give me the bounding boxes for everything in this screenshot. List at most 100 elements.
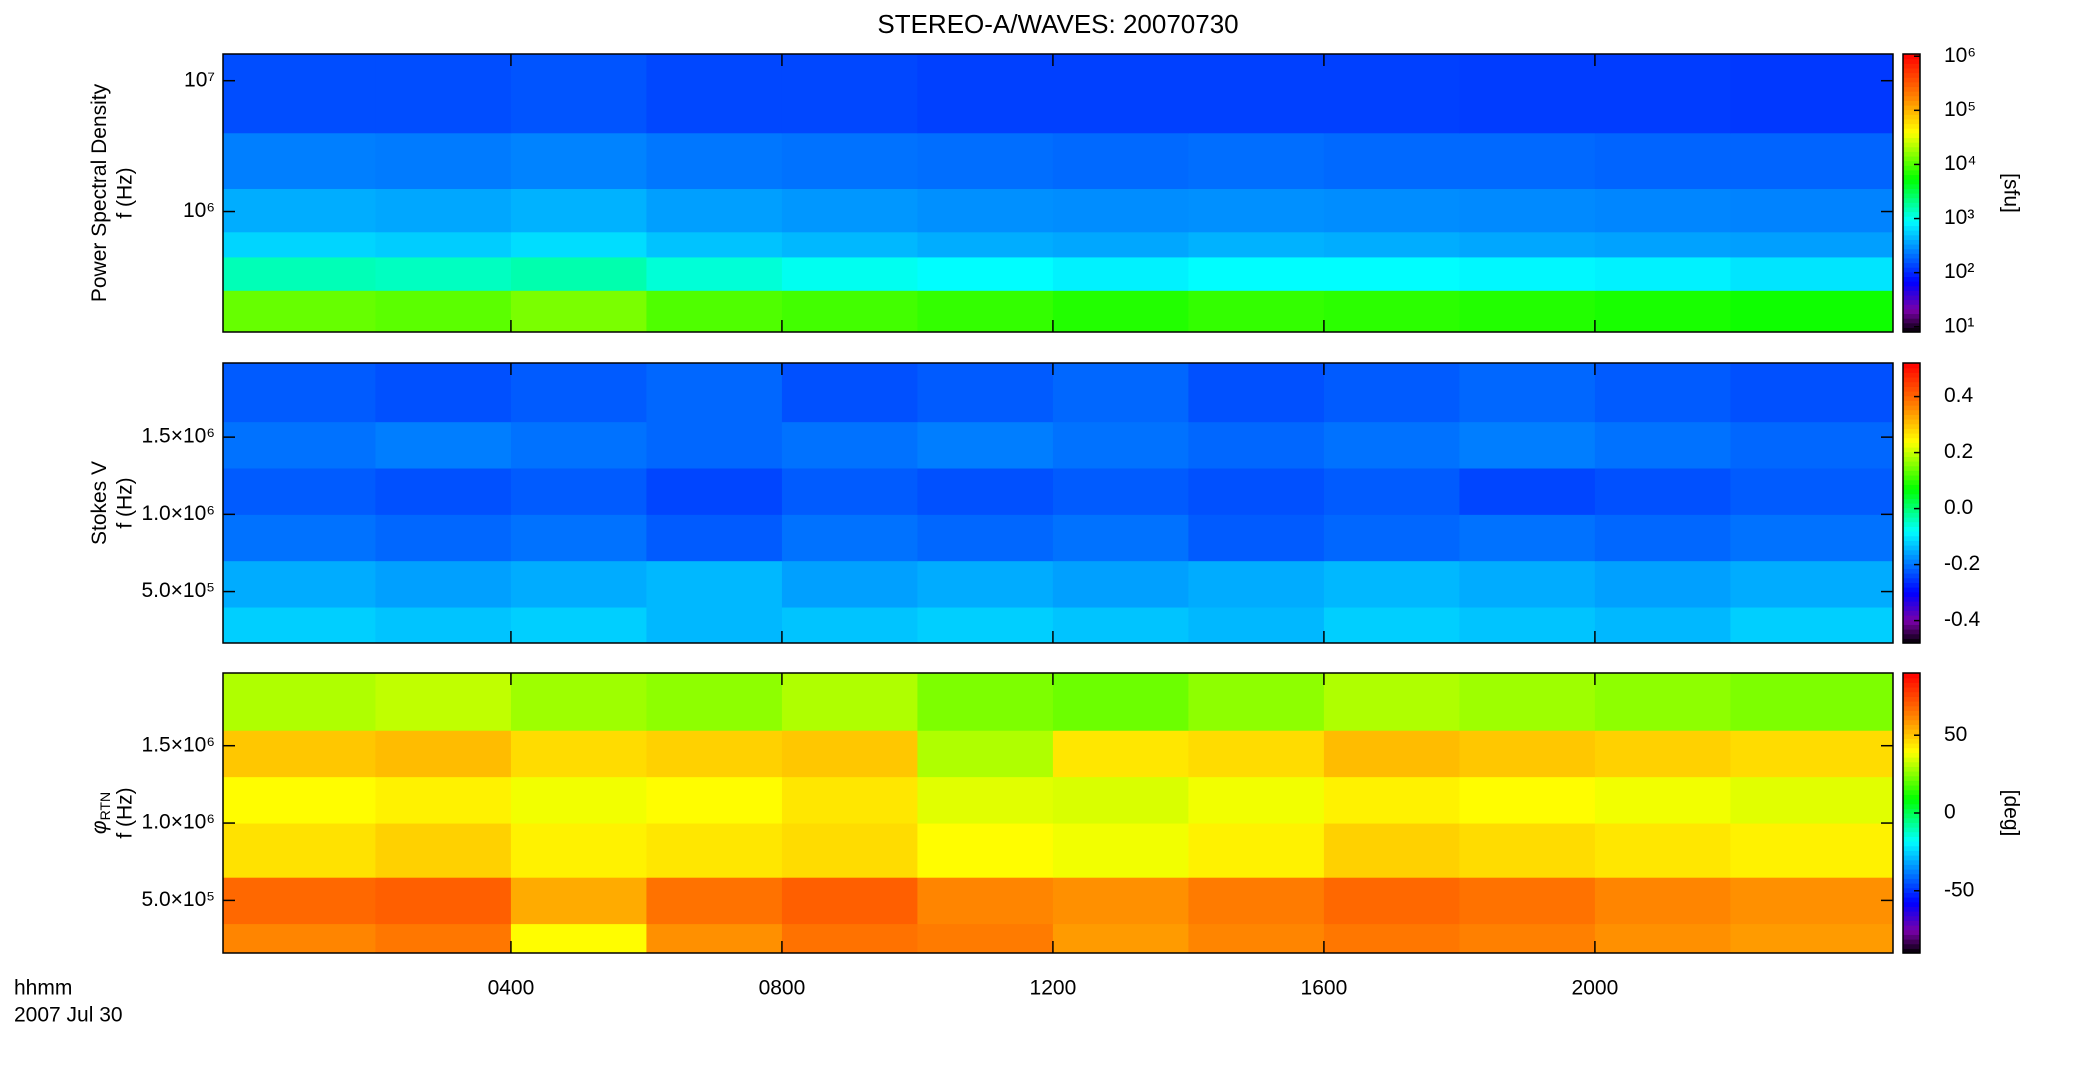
heatmap-cell (510, 290, 647, 333)
heatmap-cell (1052, 468, 1189, 515)
colorbar-segment (1903, 615, 1920, 621)
heatmap-cell (1323, 188, 1460, 233)
colorbar-segment (1903, 545, 1920, 551)
heatmap-cell (1594, 256, 1731, 291)
heatmap-cell (646, 877, 783, 925)
colorbar-segment (1903, 799, 1920, 805)
x-tick-label: 1600 (1301, 977, 1348, 1000)
colorbar-segment (1903, 67, 1920, 74)
y-tick-label: 1.0×10⁶ (142, 811, 215, 834)
colorbar-segment (1903, 808, 1920, 814)
colorbar-segment (1903, 465, 1920, 471)
colorbar-label: [sfu] (1999, 173, 2022, 213)
heatmap-cell (646, 54, 783, 134)
heatmap-cell (1730, 256, 1894, 291)
colorbar-tick-label: 0 (1944, 801, 1956, 824)
colorbar-segment (1903, 878, 1920, 884)
heatmap-cell (510, 54, 647, 134)
colorbar-tick-label: 10⁶ (1944, 44, 1976, 67)
colorbar-segment (1903, 276, 1920, 282)
heatmap-cell (375, 560, 512, 608)
colorbar-segment (1903, 318, 1920, 324)
heatmap-cell (1052, 514, 1189, 562)
heatmap-cell (510, 776, 647, 824)
colorbar-segment (1903, 470, 1920, 476)
heatmap-cell (1323, 363, 1460, 423)
colorbar-segment (1903, 729, 1920, 735)
heatmap-cell (1052, 823, 1189, 878)
colorbar-segment (1903, 216, 1920, 222)
heatmap-cell (646, 730, 783, 778)
heatmap-cell (375, 363, 512, 423)
colorbar-segment (1903, 428, 1920, 434)
heatmap-cell (1459, 730, 1596, 778)
colorbar-segment (1903, 118, 1920, 125)
colorbar-segment (1903, 498, 1920, 504)
colorbar-tick-label: 10² (1944, 260, 1974, 283)
colorbar-segment (1903, 304, 1920, 310)
heatmap-cell (1594, 132, 1731, 189)
heatmap-cell (1459, 256, 1596, 291)
colorbar-segment (1903, 743, 1920, 749)
heatmap-cell (1594, 823, 1731, 878)
heatmap-cell (1730, 231, 1894, 258)
heatmap-cell (1594, 363, 1731, 423)
colorbar-segment (1903, 377, 1920, 383)
y-tick-label: 10⁷ (184, 68, 215, 91)
colorbar-segment (1903, 81, 1920, 88)
heatmap-cell (917, 514, 1054, 562)
heatmap-cell (375, 607, 512, 644)
heatmap-cell (781, 877, 918, 925)
colorbar-segment (1903, 433, 1920, 439)
colorbar-segment (1903, 771, 1920, 777)
x-axis-label: hhmm (14, 977, 72, 1000)
heatmap-cell (917, 607, 1054, 644)
heatmap-cell (1730, 776, 1894, 824)
colorbar-segment (1903, 915, 1920, 921)
heatmap-cell (510, 468, 647, 515)
colorbar-segment (1903, 873, 1920, 879)
y-tick-label: 5.0×10⁵ (141, 888, 215, 911)
colorbar-segment (1903, 803, 1920, 809)
heatmap-cell (1052, 256, 1189, 291)
colorbar-tick-label: 10³ (1944, 206, 1974, 229)
heatmap-cell (375, 514, 512, 562)
colorbar-segment (1903, 948, 1920, 954)
heatmap-cell (510, 514, 647, 562)
colorbar-segment (1903, 456, 1920, 462)
heatmap-cell (917, 560, 1054, 608)
x-tick-label: 1200 (1030, 977, 1077, 1000)
colorbar-segment (1903, 114, 1920, 120)
heatmap-cell (781, 421, 918, 469)
quantity: Power Spectral Density (88, 83, 111, 302)
heatmap-cell (1188, 132, 1325, 189)
heatmap-cell (375, 877, 512, 925)
heatmap-cell (1052, 290, 1189, 333)
heatmap-cell (781, 923, 918, 954)
heatmap-cell (1594, 673, 1731, 731)
heatmap-cell (1052, 776, 1189, 824)
heatmap-cell (1459, 823, 1596, 878)
colorbar-segment (1903, 864, 1920, 870)
heatmap-cell (223, 823, 376, 878)
colorbar-segment (1903, 719, 1920, 725)
heatmap-cell (917, 54, 1054, 134)
heatmap-cell (223, 468, 376, 515)
heatmap-cell (510, 421, 647, 469)
colorbar-segment (1903, 831, 1920, 837)
heatmap-cell (510, 823, 647, 878)
plot-frame (222, 672, 1894, 954)
heatmap-cell (917, 188, 1054, 233)
colorbar-segment (1903, 813, 1920, 819)
colorbar-segment (1903, 202, 1920, 208)
y-tick-label: 10⁶ (183, 199, 215, 222)
x-tick-label: 2000 (1572, 977, 1619, 1000)
heatmap-cell (1594, 290, 1731, 333)
colorbar-segment (1903, 322, 1920, 328)
colorbar-segment (1903, 794, 1920, 800)
colorbar-segment (1903, 596, 1920, 602)
heatmap-cell (510, 188, 647, 233)
heatmap-cell (1594, 560, 1731, 608)
heatmap-cell (1730, 923, 1894, 954)
colorbar-segment (1903, 174, 1920, 180)
